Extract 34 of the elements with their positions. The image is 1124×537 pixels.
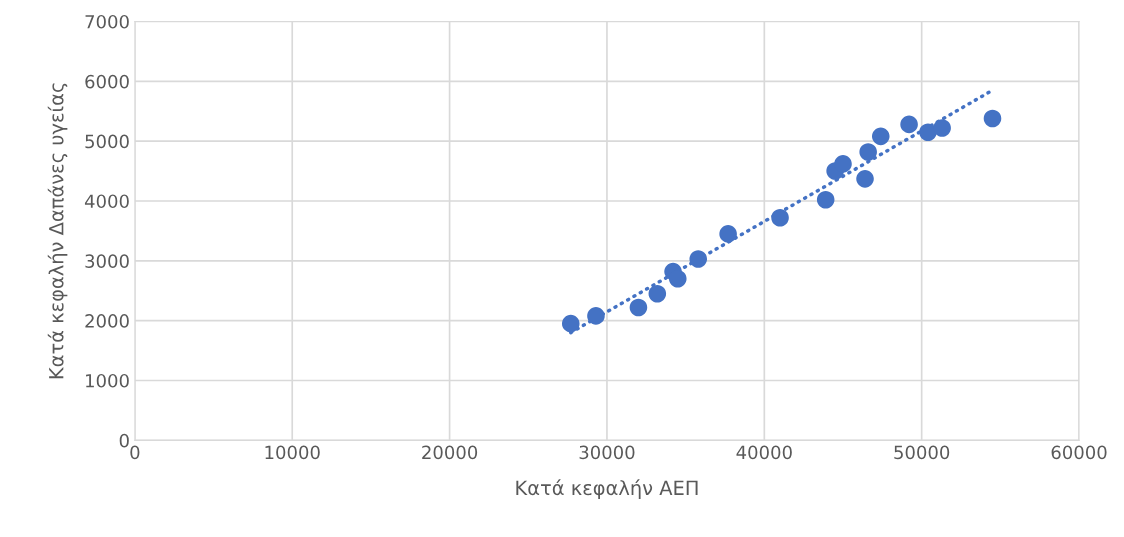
y-axis-title: Κατά κεφαλήν Δαπάνες υγείας	[47, 83, 68, 379]
x-tick-label: 40000	[736, 445, 792, 460]
point	[856, 170, 874, 188]
y-tick-label: 5000	[85, 134, 129, 149]
y-tick-label: 3000	[85, 254, 129, 268]
point	[648, 284, 667, 303]
x-axis-title: Κατά κεφαλήν ΑΕΠ	[516, 479, 698, 499]
point	[834, 155, 852, 173]
x-tick-label: 20000	[422, 445, 478, 460]
point	[719, 225, 737, 243]
x-tick-label: 0	[130, 445, 140, 460]
point	[587, 307, 605, 325]
point	[859, 143, 877, 161]
point	[816, 191, 835, 209]
point	[771, 208, 789, 227]
point	[629, 298, 648, 317]
point	[919, 123, 937, 141]
y-tick-label: 4000	[84, 194, 129, 209]
x-tick-label: 10000	[265, 445, 320, 460]
point	[561, 314, 580, 333]
y-tick-label: 7000	[85, 14, 129, 29]
y-tick-label: 6000	[85, 74, 129, 89]
point	[983, 109, 1002, 128]
x-tick-label: 30000	[579, 445, 635, 460]
y-tick-label: 2000	[85, 314, 129, 328]
x-tick-label: 60000	[1051, 445, 1107, 460]
point	[668, 270, 687, 288]
y-tick-label: 0	[119, 433, 129, 448]
point	[900, 115, 918, 134]
point	[871, 127, 890, 146]
y-tick-label: 1000	[86, 373, 129, 388]
point	[689, 250, 708, 268]
x-tick-label: 50000	[894, 445, 950, 460]
point	[933, 119, 951, 137]
